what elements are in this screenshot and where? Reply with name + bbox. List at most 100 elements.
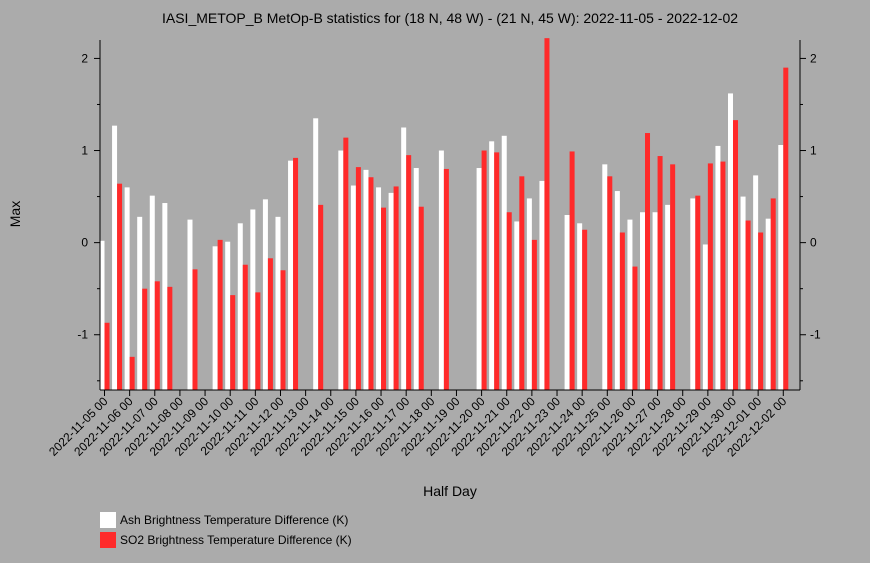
so2-bar bbox=[406, 155, 412, 390]
x-axis-label: Half Day bbox=[423, 483, 477, 499]
so2-bar bbox=[783, 67, 789, 390]
ash-bar bbox=[162, 203, 168, 390]
so2-bar bbox=[142, 288, 148, 390]
ash-bar bbox=[212, 246, 218, 390]
so2-bar bbox=[645, 133, 651, 390]
so2-bar bbox=[531, 239, 537, 390]
ash-bar bbox=[376, 187, 382, 390]
ash-bar bbox=[476, 168, 482, 390]
so2-bar bbox=[519, 176, 525, 390]
so2-bar bbox=[393, 186, 399, 390]
legend: Ash Brightness Temperature Difference (K… bbox=[100, 512, 352, 548]
so2-bar bbox=[619, 232, 625, 390]
so2-bar bbox=[569, 151, 575, 390]
ash-bar bbox=[728, 93, 733, 391]
ash-bar bbox=[438, 150, 444, 390]
so2-bar bbox=[129, 356, 135, 390]
so2-bar bbox=[355, 167, 361, 390]
so2-bar bbox=[758, 232, 764, 390]
so2-bar bbox=[770, 198, 776, 390]
y-tick-label-left: 2 bbox=[81, 51, 88, 65]
legend-swatch-ash bbox=[100, 512, 116, 528]
ash-bar bbox=[627, 219, 633, 390]
so2-bar bbox=[443, 168, 449, 390]
ash-bar bbox=[401, 127, 407, 390]
so2-bar bbox=[318, 204, 324, 390]
so2-bar bbox=[267, 258, 273, 390]
so2-bar bbox=[632, 266, 638, 390]
legend-label-ash: Ash Brightness Temperature Difference (K… bbox=[120, 513, 348, 527]
so2-bar bbox=[745, 220, 751, 390]
legend-swatch-so2 bbox=[100, 532, 116, 548]
ash-bar bbox=[350, 185, 356, 390]
ash-bar bbox=[489, 141, 495, 390]
so2-bar bbox=[607, 176, 613, 390]
ash-bar bbox=[338, 150, 344, 390]
so2-bar bbox=[733, 120, 738, 390]
ash-bar bbox=[413, 168, 419, 390]
so2-bar bbox=[368, 177, 374, 390]
ash-bar bbox=[652, 212, 658, 390]
ash-bar bbox=[753, 175, 759, 390]
so2-bar bbox=[695, 195, 701, 390]
so2-bar bbox=[481, 150, 487, 390]
ash-bar bbox=[237, 223, 243, 390]
so2-bar bbox=[255, 292, 261, 390]
so2-bar bbox=[217, 239, 223, 390]
so2-bar bbox=[506, 212, 512, 390]
y-tick-label-right: 2 bbox=[810, 51, 817, 65]
so2-bar bbox=[720, 161, 726, 390]
ash-bar bbox=[262, 199, 268, 390]
so2-bar bbox=[280, 270, 286, 390]
ash-bar bbox=[526, 198, 532, 390]
ash-bar bbox=[690, 198, 696, 390]
ash-bar bbox=[614, 191, 620, 390]
so2-bar bbox=[494, 152, 500, 390]
ash-bar bbox=[501, 135, 507, 390]
y-tick-label-right: 0 bbox=[810, 236, 817, 250]
y-tick-label-left: 1 bbox=[81, 144, 88, 158]
so2-bar bbox=[117, 183, 123, 390]
so2-bar bbox=[418, 206, 424, 390]
y-tick-label-left: -1 bbox=[77, 328, 88, 342]
so2-bar bbox=[242, 264, 248, 390]
so2-bar bbox=[167, 286, 173, 390]
so2-bar bbox=[154, 281, 160, 390]
ash-bar bbox=[149, 195, 155, 390]
so2-bar bbox=[657, 156, 663, 390]
ash-bar bbox=[313, 118, 319, 390]
so2-bar bbox=[293, 157, 299, 390]
ash-bar bbox=[765, 218, 771, 390]
ash-bar bbox=[577, 223, 583, 390]
ash-bar bbox=[288, 160, 294, 390]
ash-bar bbox=[740, 196, 746, 390]
ash-bar bbox=[250, 209, 256, 390]
ash-bar bbox=[388, 192, 394, 390]
ash-bar bbox=[137, 216, 143, 390]
ash-bar bbox=[665, 204, 671, 390]
so2-bar bbox=[192, 269, 198, 390]
ash-bar bbox=[363, 169, 369, 390]
y-tick-label-right: 1 bbox=[810, 144, 817, 158]
so2-bar bbox=[582, 229, 588, 390]
plot-area bbox=[99, 38, 789, 391]
so2-bar bbox=[381, 207, 387, 390]
ash-bar bbox=[778, 145, 784, 390]
chart-title: IASI_METOP_B MetOp-B statistics for (18 … bbox=[162, 10, 738, 26]
ash-bar bbox=[602, 164, 608, 390]
so2-bar bbox=[230, 295, 236, 390]
ash-bar bbox=[99, 240, 105, 390]
ash-bar bbox=[715, 145, 721, 390]
ash-bar bbox=[514, 221, 520, 390]
ash-bar bbox=[112, 125, 118, 390]
ash-bar bbox=[640, 212, 646, 390]
y-axis-label: Max bbox=[7, 201, 23, 227]
ash-bar bbox=[124, 187, 130, 390]
so2-bar bbox=[104, 322, 110, 390]
so2-bar bbox=[343, 137, 349, 390]
so2-bar bbox=[544, 38, 550, 390]
so2-bar bbox=[670, 164, 676, 390]
ash-bar bbox=[564, 215, 570, 390]
